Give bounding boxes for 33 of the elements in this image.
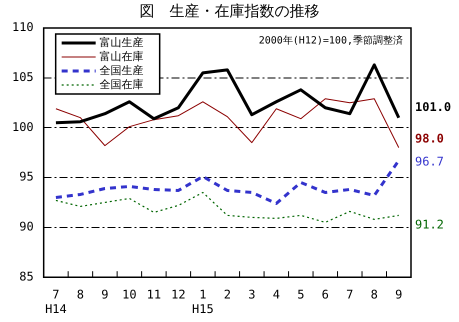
x-tick-label: 9 <box>395 288 402 302</box>
x-tick-label: 9 <box>101 288 109 302</box>
data-label: 101.0 <box>415 100 452 114</box>
legend-label: 富山在庫 <box>100 50 144 63</box>
x-tick-label: 3 <box>248 288 256 302</box>
line-series <box>55 192 400 223</box>
y-tick-label: 100 <box>12 120 34 134</box>
y-tick-label: 105 <box>12 70 34 84</box>
x-tick-label: 5 <box>297 288 304 302</box>
x-tick-label: 8 <box>76 288 84 302</box>
x-tick-label: 11 <box>146 288 162 302</box>
x-tick-label: 2 <box>224 288 231 302</box>
x-tick-label: 12 <box>171 288 186 302</box>
annotation: 2000年(H12)=100,季節調整済 <box>258 34 403 47</box>
x-tick-label: 6 <box>322 288 329 302</box>
y-tick-label: 85 <box>19 269 34 284</box>
x-tick-label: 7 H14 <box>45 288 67 316</box>
x-tick-label: 4 <box>272 288 280 302</box>
y-tick-label: 90 <box>19 219 34 234</box>
data-label: 98.0 <box>415 132 444 146</box>
x-tick-label: 8 <box>370 288 378 302</box>
legend-label: 富山生産 <box>100 36 144 49</box>
chart-title: 図 生産・在庫指数の推移 <box>138 2 320 21</box>
x-tick-label: 10 <box>122 288 137 302</box>
y-tick-label: 110 <box>12 20 34 34</box>
legend-label: 全国生産 <box>100 64 144 77</box>
legend-label: 全国在庫 <box>100 78 144 91</box>
data-label: 91.2 <box>415 218 444 232</box>
y-tick-label: 95 <box>19 170 34 184</box>
x-tick-label: 7 <box>346 288 354 302</box>
line-series <box>54 159 400 205</box>
data-label: 96.7 <box>415 154 444 169</box>
x-tick-label: 1 H15 <box>192 288 214 316</box>
